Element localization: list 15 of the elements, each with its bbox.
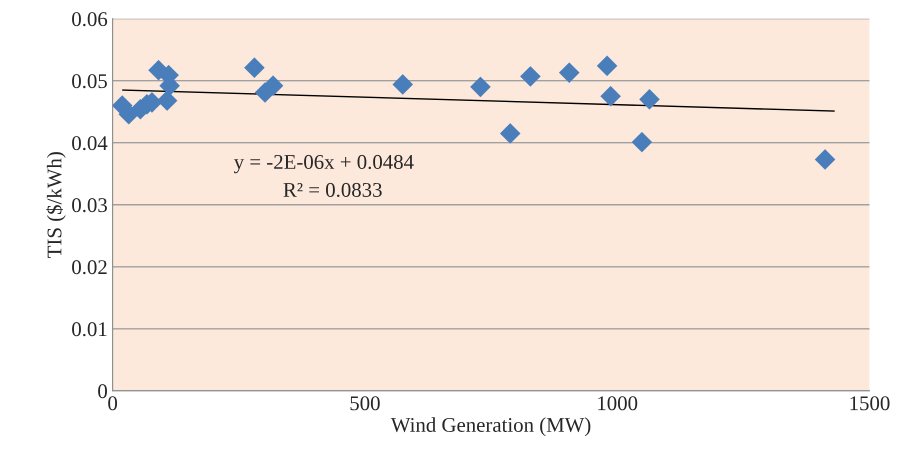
- y-tick-label: 0.01: [72, 322, 107, 336]
- x-tick-label: 500: [350, 396, 380, 410]
- y-tick-label: 0.02: [72, 260, 107, 274]
- x-tick-label: 0: [108, 396, 118, 410]
- y-axis-title: TIS ($/kWh): [46, 152, 66, 258]
- x-axis-title: Wind Generation (MW): [390, 417, 590, 436]
- y-tick-label: 0: [98, 384, 107, 398]
- y-tick-label: 0.04: [72, 136, 108, 150]
- y-tick-label: 0.06: [72, 12, 108, 26]
- x-tick-label: 1500: [850, 396, 890, 410]
- x-tick-label: 1000: [598, 396, 638, 410]
- annotation: R² = 0.0833: [284, 182, 382, 198]
- y-tick-label: 0.03: [72, 198, 107, 212]
- annotation: y = -2E-06x + 0.0484: [234, 154, 414, 174]
- y-tick-label: 0.05: [72, 74, 107, 88]
